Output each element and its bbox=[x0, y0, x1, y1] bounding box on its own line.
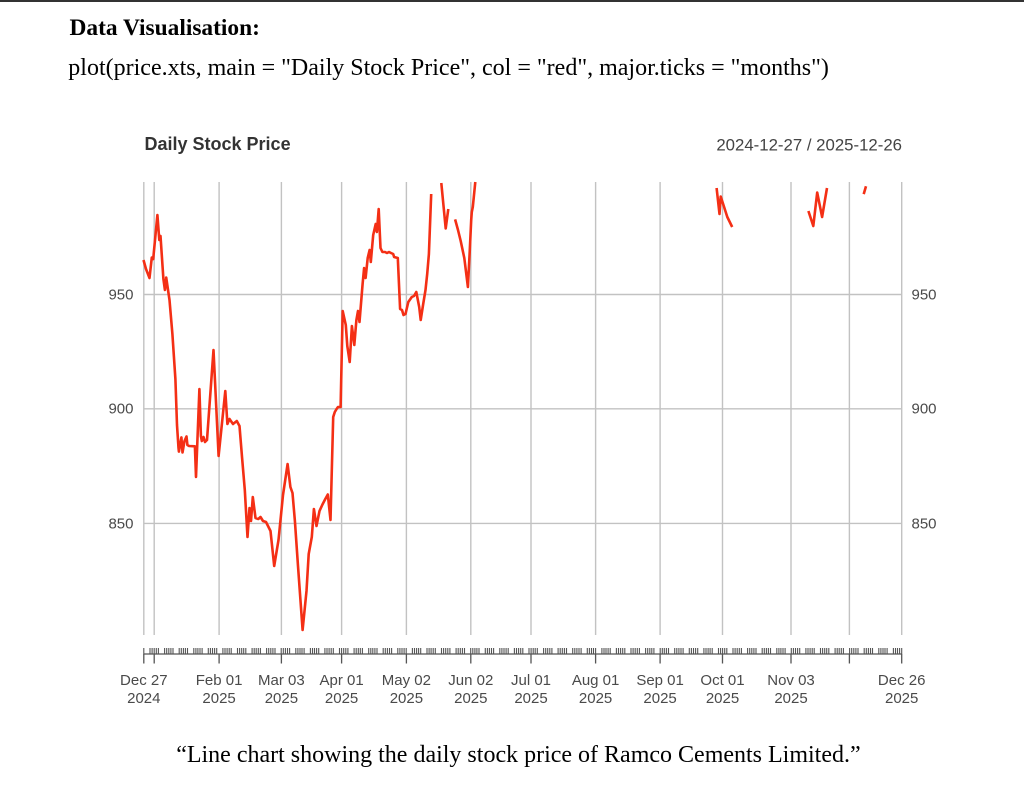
svg-text:Sep 01: Sep 01 bbox=[636, 672, 684, 689]
svg-text:May 02: May 02 bbox=[382, 672, 431, 689]
svg-text:2025: 2025 bbox=[885, 690, 918, 707]
svg-text:2025: 2025 bbox=[454, 690, 487, 707]
svg-text:950: 950 bbox=[108, 286, 133, 303]
svg-text:950: 950 bbox=[912, 286, 937, 303]
svg-text:2024: 2024 bbox=[127, 690, 160, 707]
svg-text:Oct 01: Oct 01 bbox=[700, 672, 744, 689]
svg-text:Daily Stock Price: Daily Stock Price bbox=[145, 134, 291, 154]
svg-text:2025: 2025 bbox=[325, 690, 358, 707]
svg-text:2024-12-27 / 2025-12-26: 2024-12-27 / 2025-12-26 bbox=[716, 135, 902, 154]
svg-text:Feb 01: Feb 01 bbox=[196, 672, 243, 689]
svg-text:2025: 2025 bbox=[202, 690, 235, 707]
svg-text:Mar 03: Mar 03 bbox=[258, 672, 305, 689]
svg-text:900: 900 bbox=[912, 401, 937, 418]
svg-text:2025: 2025 bbox=[579, 690, 612, 707]
svg-text:2025: 2025 bbox=[643, 690, 676, 707]
svg-text:900: 900 bbox=[108, 401, 133, 418]
svg-text:Nov 03: Nov 03 bbox=[767, 672, 815, 689]
svg-text:Aug 01: Aug 01 bbox=[572, 672, 620, 689]
svg-text:Jul 01: Jul 01 bbox=[511, 672, 551, 689]
svg-text:850: 850 bbox=[912, 515, 937, 532]
svg-text:850: 850 bbox=[108, 515, 133, 532]
svg-text:2025: 2025 bbox=[390, 690, 423, 707]
svg-text:Dec 26: Dec 26 bbox=[878, 672, 926, 689]
svg-text:2025: 2025 bbox=[514, 690, 547, 707]
svg-text:2025: 2025 bbox=[774, 690, 807, 707]
svg-text:Jun 02: Jun 02 bbox=[448, 672, 493, 689]
svg-text:Apr 01: Apr 01 bbox=[319, 672, 363, 689]
svg-text:2025: 2025 bbox=[265, 690, 298, 707]
svg-text:Dec 27: Dec 27 bbox=[120, 672, 168, 689]
svg-text:2025: 2025 bbox=[706, 690, 739, 707]
